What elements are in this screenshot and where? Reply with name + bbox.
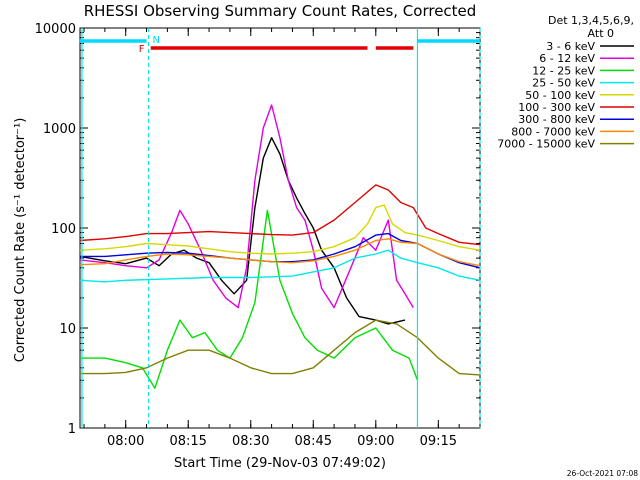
legend-label: 3 - 6 keV	[546, 40, 595, 53]
legend-label: 800 - 7000 keV	[511, 125, 595, 138]
legend-label: 25 - 50 keV	[532, 77, 595, 90]
y-tick-label: 100	[51, 222, 76, 237]
x-tick-label: 08:00	[107, 434, 144, 449]
series-line	[79, 104, 414, 309]
plot-frame	[79, 27, 481, 429]
legend-label: 50 - 100 keV	[525, 89, 595, 102]
x-tick-label: 09:15	[420, 434, 457, 449]
y-axis-label: Corrected Count Rate (s⁻¹ detector⁻¹)	[13, 118, 28, 363]
legend-label: 300 - 800 keV	[518, 113, 595, 126]
generation-timestamp: 26-Oct-2021 07:08	[567, 469, 638, 478]
legend-header-line2: Att 0	[588, 27, 614, 40]
series-line	[79, 249, 481, 283]
x-axis-label: Start Time (29-Nov-03 07:49:02)	[174, 456, 386, 471]
legend-label: 12 - 25 keV	[532, 64, 595, 77]
x-tick-label: 08:30	[232, 434, 269, 449]
legend-header-line1: Det 1,3,4,5,6,9,	[548, 14, 634, 27]
y-tick-label: 10000	[35, 22, 76, 37]
series-line	[79, 238, 481, 267]
series-line	[79, 319, 481, 376]
legend-label: 6 - 12 keV	[539, 52, 595, 65]
chart-title: RHESSI Observing Summary Count Rates, Co…	[84, 2, 477, 20]
x-tick-label: 09:00	[357, 434, 394, 449]
x-tick-label: 08:15	[169, 434, 206, 449]
series-line	[79, 184, 481, 246]
legend-label: 100 - 300 keV	[518, 101, 595, 114]
y-tick-label: 1000	[43, 122, 76, 137]
y-tick-label: 10	[59, 322, 76, 337]
plot-area: 1 10 100 1000 10000 08:00 08:15 08:30 08:45 09:00…	[35, 22, 481, 449]
x-tick-label: 08:45	[295, 434, 332, 449]
flag-label-n: N	[153, 35, 160, 46]
legend-label: 7000 - 15000 keV	[497, 138, 595, 151]
y-tick-label: 1	[68, 422, 76, 437]
series-line	[79, 209, 419, 389]
flag-label-f: F	[139, 44, 145, 55]
series-line	[79, 136, 406, 325]
series-line	[79, 204, 481, 255]
